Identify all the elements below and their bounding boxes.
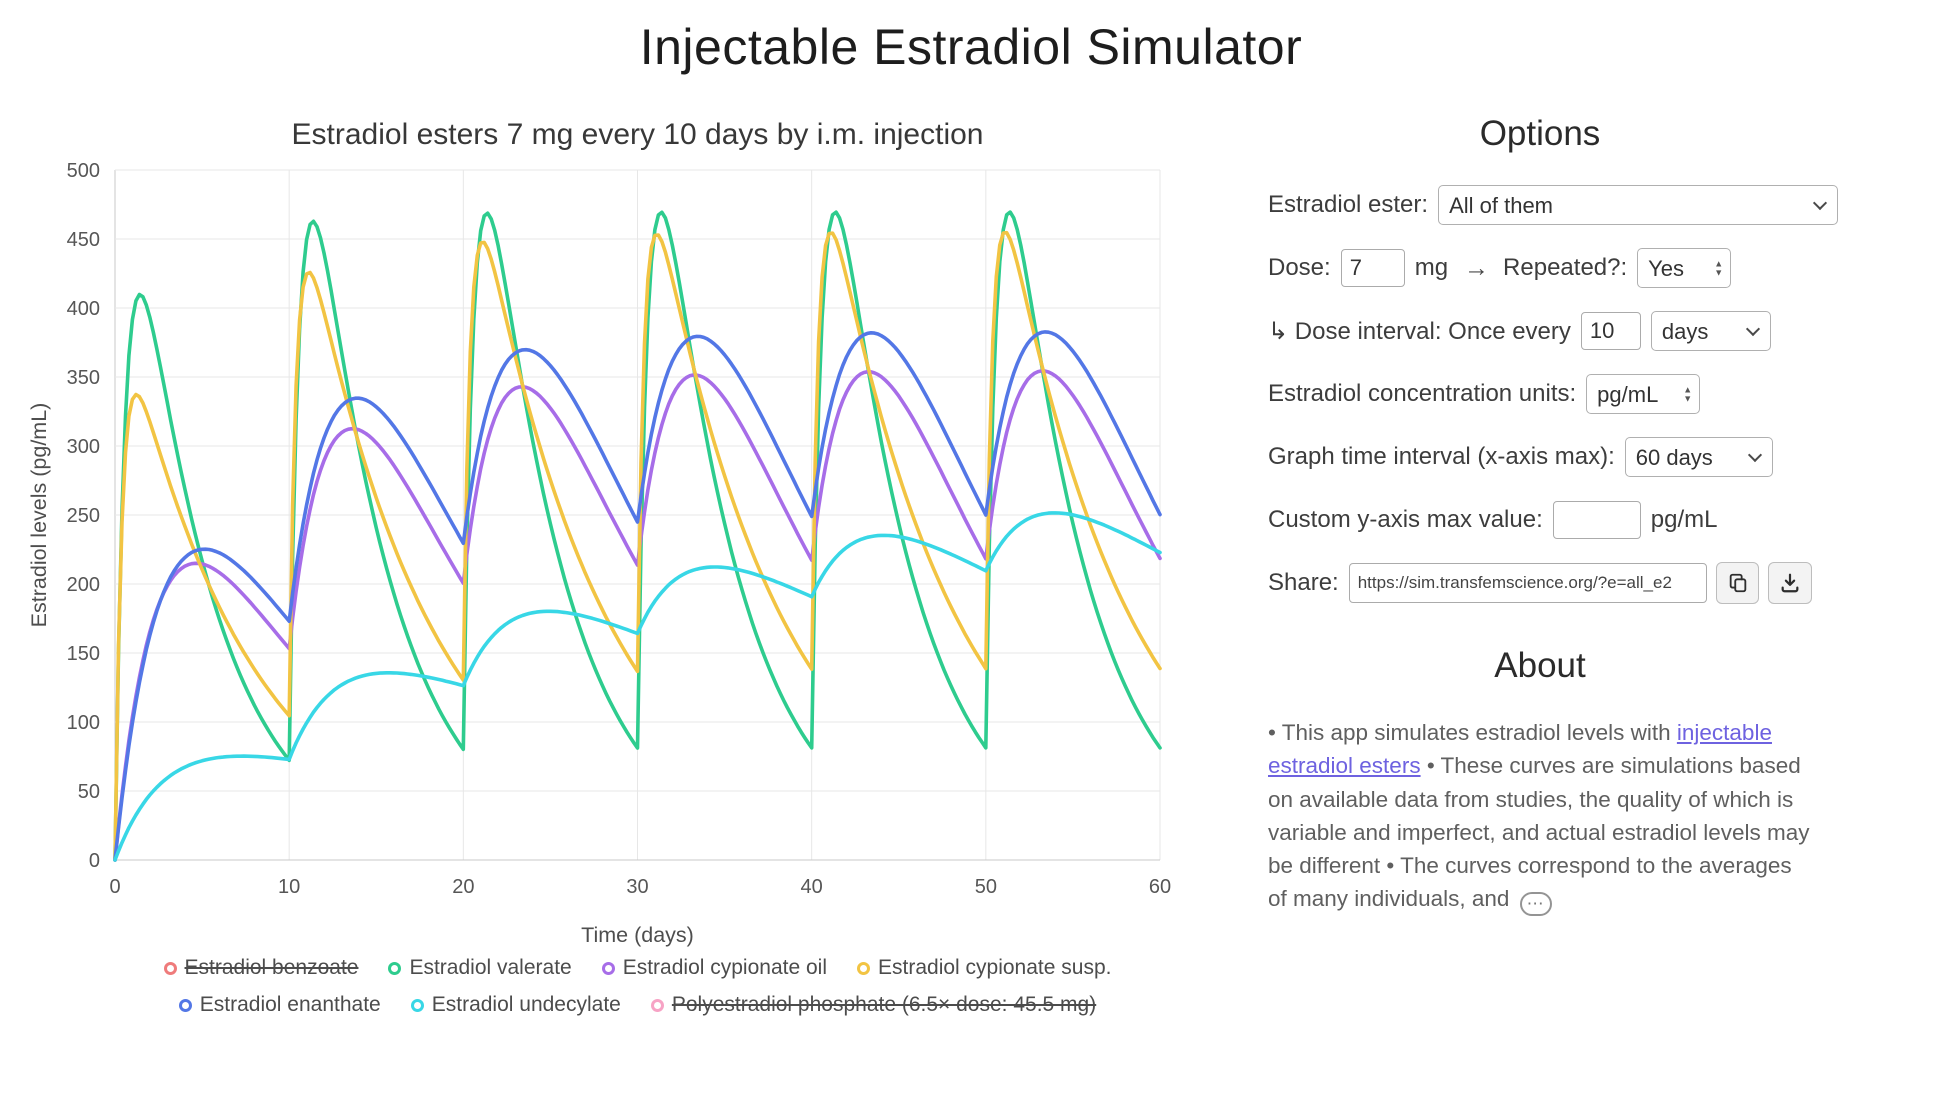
y-axis-tick-label: 400 bbox=[67, 298, 100, 320]
y-axis-tick-label: 500 bbox=[67, 160, 100, 182]
curve-estradiol-enanthate bbox=[113, 330, 1162, 862]
legend-marker-icon bbox=[163, 961, 177, 975]
graph-interval-select[interactable]: 60 days bbox=[1624, 437, 1773, 477]
y-axis-tick-label: 250 bbox=[67, 505, 100, 527]
x-axis-tick-label: 40 bbox=[801, 876, 823, 898]
y-axis-tick-label: 350 bbox=[67, 367, 100, 389]
repeated-label: Repeated?: bbox=[1503, 254, 1628, 281]
expand-about-button[interactable]: ⋯ bbox=[1519, 891, 1552, 916]
ester-select-wrap: All of them bbox=[1438, 185, 1839, 225]
legend-item-estradiol-benzoate[interactable]: Estradiol benzoate bbox=[163, 956, 359, 980]
ymax-row: Custom y-axis max value: pg/mL bbox=[1268, 499, 1812, 541]
about-text-part1: • This app simulates estradiol levels wi… bbox=[1268, 720, 1677, 745]
dose-unit-label: mg bbox=[1414, 254, 1449, 281]
y-axis-tick-label: 50 bbox=[78, 781, 100, 803]
share-label: Share: bbox=[1268, 569, 1339, 596]
ester-select[interactable]: All of them bbox=[1438, 185, 1839, 225]
ymax-unit-label: pg/mL bbox=[1650, 506, 1718, 533]
ymax-input[interactable] bbox=[1552, 501, 1641, 539]
x-axis-title: Time (days) bbox=[581, 923, 694, 947]
about-text-part2: • These curves are simulations based on … bbox=[1268, 753, 1810, 912]
share-row: Share: bbox=[1268, 562, 1813, 604]
copy-icon bbox=[1727, 572, 1749, 594]
download-icon bbox=[1779, 572, 1801, 594]
about-heading: About bbox=[1494, 646, 1586, 685]
legend-marker-icon bbox=[410, 998, 424, 1012]
curve-estradiol-cypionate-susp bbox=[113, 230, 1162, 862]
legend-marker-icon bbox=[178, 998, 192, 1012]
repeated-select-wrap: Yes ▲ ▼ bbox=[1637, 248, 1732, 288]
units-label: Estradiol concentration units: bbox=[1268, 380, 1577, 407]
legend-row: Estradiol enanthate Estradiol undecylate P… bbox=[95, 993, 1180, 1017]
dose-interval-label: ↳ Dose interval: Once every bbox=[1268, 317, 1571, 345]
dose-label: Dose: bbox=[1268, 254, 1331, 281]
x-axis-tick-label: 50 bbox=[975, 876, 997, 898]
legend-row: Estradiol benzoate Estradiol valerate Estr… bbox=[95, 956, 1180, 980]
download-chart-button[interactable] bbox=[1768, 562, 1813, 604]
arrow-right-icon: → bbox=[1464, 253, 1490, 282]
legend-label: Estradiol benzoate bbox=[184, 956, 359, 979]
y-axis-tick-label: 200 bbox=[67, 574, 100, 596]
x-axis-tick-label: 60 bbox=[1149, 876, 1171, 898]
units-select-wrap: pg/mL ▲ ▼ bbox=[1586, 374, 1701, 414]
ymax-label: Custom y-axis max value: bbox=[1268, 506, 1543, 533]
legend-label: Estradiol undecylate bbox=[431, 993, 621, 1016]
about-text: • This app simulates estradiol levels wi… bbox=[1268, 716, 1812, 916]
y-axis-tick-label: 0 bbox=[89, 850, 100, 872]
legend-item-estradiol-cypionate-susp[interactable]: Estradiol cypionate susp. bbox=[857, 956, 1111, 980]
app-title: Injectable Estradiol Simulator bbox=[639, 19, 1303, 75]
x-axis-tick-label: 20 bbox=[452, 876, 474, 898]
dose-input[interactable] bbox=[1340, 249, 1405, 287]
dose-interval-input[interactable] bbox=[1580, 312, 1641, 350]
main-content: Estradiol esters 7 mg every 10 days by i… bbox=[0, 78, 1942, 1030]
y-axis-title: Estradiol levels (pg/mL) bbox=[27, 403, 51, 628]
graph-interval-select-wrap: 60 days bbox=[1624, 437, 1773, 477]
interval-unit-select-wrap: days bbox=[1650, 311, 1771, 351]
copy-share-link-button[interactable] bbox=[1715, 562, 1760, 604]
repeated-select[interactable]: Yes bbox=[1637, 248, 1732, 288]
legend-label: Polyestradiol phosphate (6.5× dose: 45.5… bbox=[671, 993, 1097, 1016]
legend-marker-icon bbox=[650, 998, 664, 1012]
options-heading: Options bbox=[1479, 114, 1601, 153]
y-axis-tick-label: 100 bbox=[67, 712, 100, 734]
legend-marker-icon bbox=[388, 961, 402, 975]
legend-label: Estradiol cypionate oil bbox=[622, 956, 827, 979]
legend-label: Estradiol enanthate bbox=[199, 993, 381, 1016]
units-row: Estradiol concentration units: pg/mL ▲ ▼ bbox=[1268, 373, 1812, 415]
legend-marker-icon bbox=[857, 961, 870, 975]
ester-label: Estradiol ester: bbox=[1268, 191, 1429, 218]
chart-title: Estradiol esters 7 mg every 10 days by i… bbox=[291, 118, 984, 151]
ester-row: Estradiol ester: All of them bbox=[1268, 184, 1839, 226]
y-axis-tick-label: 450 bbox=[67, 229, 100, 251]
dose-row: Dose: mg → Repeated?: Yes ▲▼ bbox=[1268, 247, 1812, 289]
chart-section: Estradiol esters 7 mg every 10 days by i… bbox=[20, 78, 1180, 1030]
page: { "header": { "title": "Injectable Estra… bbox=[0, 18, 1942, 1103]
estradiol-levels-chart[interactable]: 0 10 20 30 40 50 60 0 50 100 150 200 250 300 350 400 450… bbox=[20, 154, 1180, 954]
share-url-input[interactable] bbox=[1348, 563, 1707, 603]
dose-interval-row: ↳ Dose interval: Once every days bbox=[1268, 310, 1812, 352]
legend-marker-icon bbox=[601, 961, 615, 975]
chart-legend: Estradiol benzoate Estradiol valerate Estr… bbox=[20, 956, 1180, 1017]
legend-label: Estradiol cypionate susp. bbox=[878, 956, 1112, 979]
units-select[interactable]: pg/mL bbox=[1586, 374, 1701, 414]
x-axis-tick-label: 0 bbox=[109, 876, 120, 898]
x-axis-tick-label: 30 bbox=[626, 876, 648, 898]
y-axis-tick-label: 300 bbox=[67, 436, 100, 458]
graph-interval-row: Graph time interval (x-axis max): 60 day… bbox=[1268, 436, 1812, 478]
x-axis-tick-label: 10 bbox=[278, 876, 300, 898]
y-axis-tick-label: 150 bbox=[67, 643, 100, 665]
interval-unit-select[interactable]: days bbox=[1650, 311, 1771, 351]
legend-label: Estradiol valerate bbox=[409, 956, 572, 979]
injectable-esters-link[interactable]: injectable estradiol esters bbox=[1268, 720, 1772, 779]
graph-interval-label: Graph time interval (x-axis max): bbox=[1268, 443, 1615, 470]
curve-estradiol-undecylate bbox=[113, 511, 1162, 862]
legend-item-estradiol-cypionate-oil[interactable]: Estradiol cypionate oil bbox=[601, 956, 827, 980]
legend-item-estradiol-enanthate[interactable]: Estradiol enanthate bbox=[178, 993, 381, 1017]
legend-item-polyestradiol-phosphate[interactable]: Polyestradiol phosphate (6.5× dose: 45.5… bbox=[650, 993, 1097, 1017]
options-panel: Options Estradiol ester: All of them Dos… bbox=[1180, 78, 1860, 916]
legend-item-estradiol-undecylate[interactable]: Estradiol undecylate bbox=[410, 993, 621, 1017]
legend-item-estradiol-valerate[interactable]: Estradiol valerate bbox=[388, 956, 572, 980]
